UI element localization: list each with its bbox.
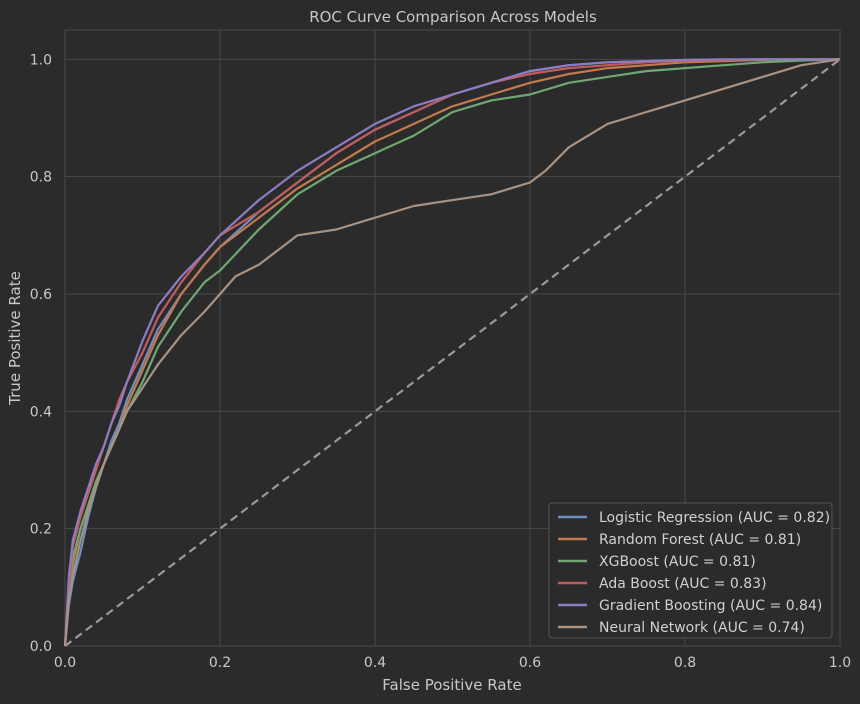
x-axis-label: False Positive Rate: [382, 676, 521, 694]
series-lines: [63, 58, 841, 647]
y-tick-label: 0.4: [30, 404, 52, 420]
series-line-6: [63, 58, 841, 647]
reference-diagonal-line: [64, 58, 841, 647]
series-line-5: [63, 58, 840, 647]
legend-entry: Random Forest (AUC = 0.81): [599, 532, 801, 548]
legend-entry: Neural Network (AUC = 0.74): [599, 620, 805, 636]
legend-entry: Ada Boost (AUC = 0.83): [599, 576, 767, 592]
x-tick-label: 0.8: [674, 655, 696, 671]
y-tick-label: 0.6: [30, 287, 52, 303]
x-tick-label: 0.2: [209, 655, 231, 671]
legend-box: [548, 502, 833, 639]
y-tick-label: 0.0: [30, 639, 52, 655]
chart-title: ROC Curve Comparison Across Models: [309, 8, 597, 26]
series-line-4: [63, 58, 840, 647]
y-tick-label: 0.2: [30, 522, 52, 538]
x-tick-label: 1.0: [829, 655, 851, 671]
legend: Logistic Regression (AUC = 0.82) Random F…: [548, 502, 833, 639]
x-tick-label: 0.4: [364, 655, 386, 671]
y-axis-ticks: 0.0 0.2 0.4 0.6 0.8 1.0: [30, 52, 52, 655]
y-tick-label: 0.8: [30, 170, 52, 186]
x-axis-ticks: 0.0 0.2 0.4 0.6 0.8 1.0: [54, 655, 851, 671]
legend-entry: XGBoost (AUC = 0.81): [599, 554, 756, 570]
x-tick-label: 0.0: [54, 655, 76, 671]
series-line-3: [63, 58, 841, 647]
y-tick-label: 1.0: [30, 52, 52, 68]
y-axis-label: True Positive Rate: [6, 271, 24, 406]
x-tick-label: 0.6: [519, 655, 541, 671]
legend-entry: Gradient Boosting (AUC = 0.84): [599, 598, 822, 614]
reference-diagonal: [64, 58, 841, 647]
legend-entry: Logistic Regression (AUC = 0.82): [599, 510, 830, 526]
